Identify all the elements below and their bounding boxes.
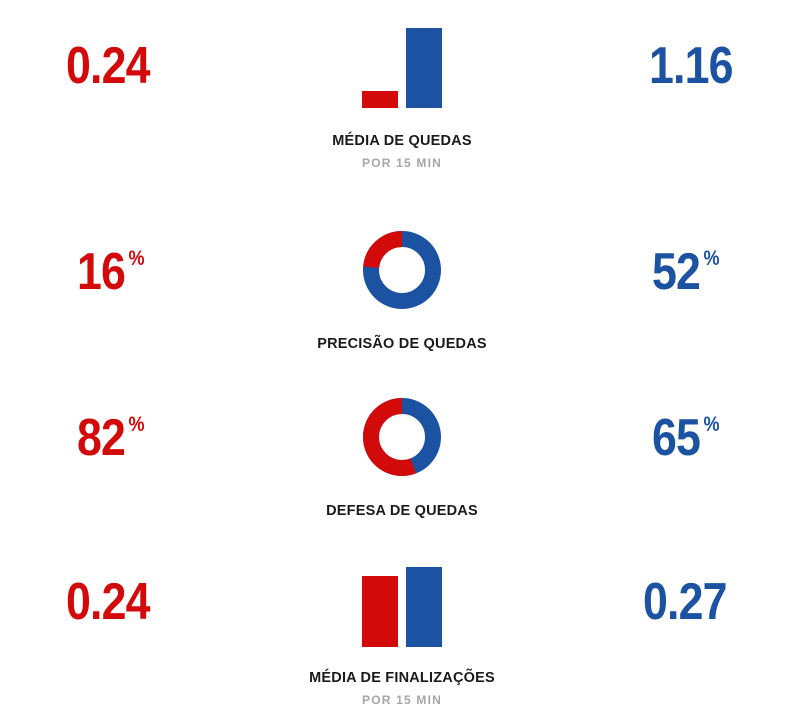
stat-sublabel: POR 15 MIN — [361, 156, 442, 170]
red-fighter-value: 0.24 — [66, 37, 150, 95]
takedown-avg-bar-chart — [362, 28, 442, 108]
stat-label: MÉDIA DE QUEDAS — [332, 133, 472, 149]
blue-bar — [406, 567, 442, 647]
blue-fighter-value: 1.16 — [649, 37, 733, 95]
stat-label: DEFESA DE QUEDAS — [326, 503, 478, 519]
donut-red-segment — [363, 231, 441, 309]
red-fighter-value: 16% — [77, 243, 145, 301]
stat-label: MÉDIA DE FINALIZAÇÕES — [309, 670, 495, 686]
blue-fighter-value: 0.27 — [643, 573, 727, 631]
donut-red-segment — [363, 398, 441, 476]
stat-label: PRECISÃO DE QUEDAS — [317, 336, 487, 352]
stat-sublabel: POR 15 MIN — [361, 693, 442, 707]
submission-avg-bar-chart — [362, 567, 442, 647]
takedown-accuracy-donut — [363, 231, 441, 309]
red-fighter-value: 0.24 — [66, 573, 150, 631]
takedown-defense-donut — [363, 398, 441, 476]
blue-fighter-value: 52% — [652, 243, 720, 301]
blue-bar — [406, 28, 442, 108]
red-bar — [362, 91, 398, 108]
red-bar — [362, 576, 398, 647]
red-fighter-value: 82% — [77, 409, 145, 467]
blue-fighter-value: 65% — [652, 409, 720, 467]
